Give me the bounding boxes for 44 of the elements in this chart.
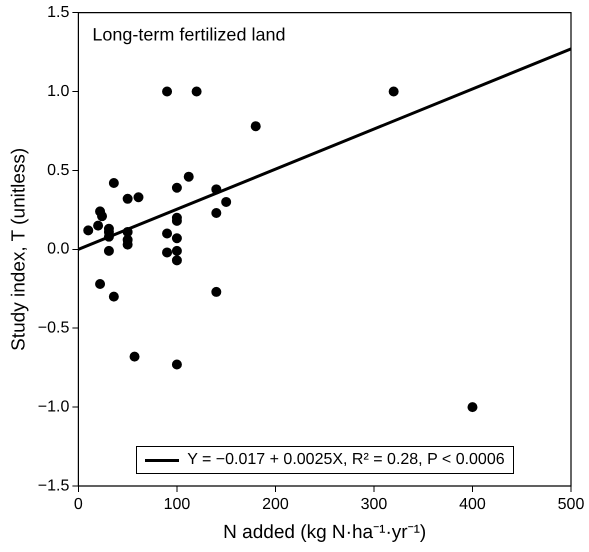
point [172,359,182,370]
x-tick-label: 300 [360,496,388,514]
point [162,228,172,239]
point [221,196,232,207]
point [93,220,104,231]
point [192,86,202,96]
point [130,352,140,362]
x-tick-label: 400 [459,496,486,514]
point [467,402,478,412]
point [172,182,182,193]
y-tick-label: −0.5 [38,320,70,337]
y-tick-label: −1.0 [38,398,70,416]
point [250,121,261,132]
legend-label: Y = −0.017 + 0.0025X, R² = 0.28, P < 0.0006 [187,451,505,469]
point [108,178,119,188]
point [172,233,182,244]
point [122,194,133,204]
point [211,286,222,297]
point [97,211,108,222]
y-tick-label: 0.0 [47,240,70,258]
point [172,246,182,256]
text: Long-term fertilized land [92,24,286,45]
x-tick-label: 500 [558,496,584,514]
point [104,246,114,256]
point [388,86,399,96]
y-tick-label: −1.5 [38,477,70,494]
point [211,184,222,194]
x-tick-label: 200 [262,496,289,514]
point [162,86,172,96]
point [83,225,94,236]
point [162,247,172,258]
point [211,208,222,218]
point [108,292,119,302]
point [133,192,144,202]
y-tick-label: 0.5 [47,162,70,179]
x-tick-label: 0 [74,496,83,514]
point [172,255,182,266]
point [184,172,194,182]
x-tick-label: 100 [164,496,190,514]
point [95,279,106,290]
x-axis-title: N added (kg N·ha⁻¹·yr⁻¹) [223,522,426,543]
y-axis-title: Study index, T (unitless) [8,148,30,351]
y-tick-label: 1.0 [47,82,70,100]
y-tick-label: 1.5 [47,4,70,22]
